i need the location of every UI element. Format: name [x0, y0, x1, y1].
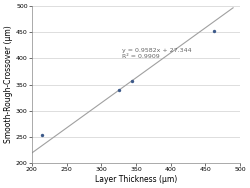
Point [212, 30, 216, 33]
Text: y = 0.9582x + 27.344
R² = 0.9909: y = 0.9582x + 27.344 R² = 0.9909 [122, 48, 192, 59]
X-axis label: Layer Thickness (µm): Layer Thickness (µm) [95, 175, 177, 184]
Y-axis label: Smooth-Rough-Crossover (µm): Smooth-Rough-Crossover (µm) [4, 26, 13, 143]
Point [116, 88, 120, 91]
Point [130, 79, 134, 82]
Point [40, 134, 44, 137]
